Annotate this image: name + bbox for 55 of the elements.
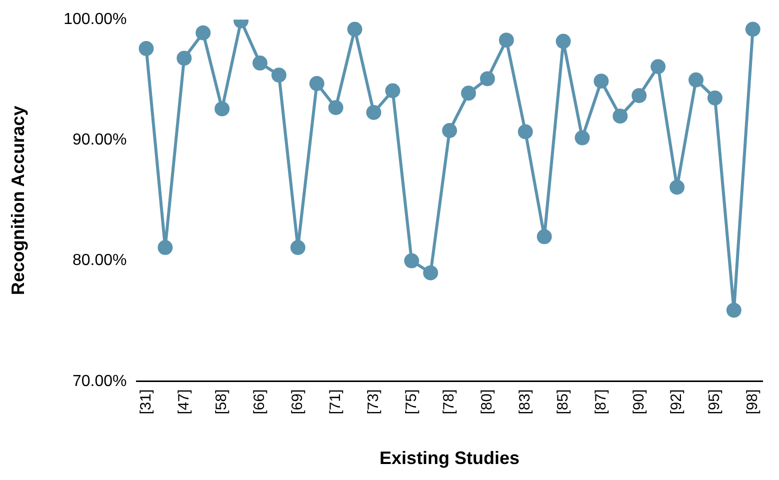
point (536, 229, 552, 244)
point (745, 22, 760, 37)
point (726, 302, 742, 318)
point (480, 71, 495, 86)
point (556, 34, 571, 49)
x-tick-label: [87] (592, 389, 610, 414)
point (688, 72, 704, 88)
point (309, 76, 324, 92)
point (252, 56, 268, 71)
point (158, 240, 173, 256)
x-tick-label: [73] (364, 389, 382, 414)
point (271, 68, 286, 83)
point (461, 86, 476, 101)
y-tick-label: 90.00% (72, 132, 127, 149)
point (138, 41, 154, 56)
x-tick-label: [47] (175, 389, 192, 414)
x-tick-label: [95] (706, 389, 724, 414)
x-tick-label: [92] (668, 389, 686, 414)
x-tick-label: [78] (440, 389, 458, 414)
x-tick-label: [80] (478, 389, 496, 414)
point (632, 88, 647, 104)
x-tick-label: [85] (554, 389, 572, 414)
point (176, 50, 192, 66)
point (347, 22, 362, 37)
x-tick-label: [69] (289, 389, 306, 414)
point (518, 124, 533, 140)
x-tick-label: [75] (402, 389, 420, 414)
x-tick-label: [31] (137, 389, 154, 414)
x-tick-label: [71] (326, 389, 344, 414)
point (404, 253, 420, 268)
x-tick-label: [83] (516, 389, 534, 414)
y-tick-label: 80.00% (72, 252, 127, 270)
point (612, 108, 628, 124)
x-tick-label: [90] (630, 389, 648, 414)
y-axis-title: Recognition Accuracy (8, 106, 28, 296)
point (196, 25, 211, 40)
point (442, 123, 458, 138)
point (366, 104, 382, 120)
point (650, 59, 666, 74)
point (498, 32, 514, 48)
point (574, 130, 590, 146)
point (707, 90, 722, 106)
point (214, 101, 230, 116)
y-tick-label: 70.00% (72, 372, 127, 390)
x-tick-label: [66] (251, 389, 268, 414)
point (594, 74, 609, 89)
y-tick-label: 100.00% (64, 11, 127, 28)
x-tick-label: [58] (213, 389, 230, 414)
x-axis-title: Existing Studies (380, 448, 520, 468)
point (385, 83, 400, 98)
point (670, 180, 685, 195)
x-tick-label: [98] (744, 389, 762, 414)
point (328, 100, 344, 116)
point (290, 240, 306, 256)
point (423, 265, 438, 280)
